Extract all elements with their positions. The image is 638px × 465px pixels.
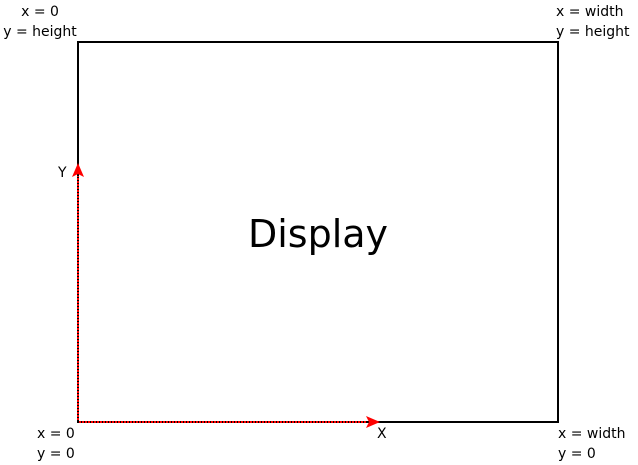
x-axis-arrowhead-icon xyxy=(366,416,380,428)
bottom-right-x-text: x = width xyxy=(558,426,626,442)
y-axis-label: Y xyxy=(58,165,67,181)
x-axis-arrow xyxy=(79,416,380,428)
top-right-y-text: y = height xyxy=(556,24,630,40)
display-label: Display xyxy=(247,212,389,256)
bottom-right-corner-label: x = width y = 0 xyxy=(558,424,626,464)
y-axis-arrowhead-icon xyxy=(72,163,84,177)
y-axis-arrow xyxy=(72,163,84,420)
top-left-corner-label: x = 0 y = height xyxy=(0,2,80,42)
bottom-right-y-text: y = 0 xyxy=(558,446,596,462)
top-left-x-text: x = 0 xyxy=(21,4,59,20)
bottom-left-x-text: x = 0 xyxy=(37,426,75,442)
top-left-y-text: y = height xyxy=(3,24,77,40)
bottom-left-y-text: y = 0 xyxy=(37,446,75,462)
top-right-x-text: x = width xyxy=(556,4,624,20)
top-right-corner-label: x = width y = height xyxy=(556,2,638,42)
bottom-left-corner-label: x = 0 y = 0 xyxy=(37,424,75,464)
x-axis-label: X xyxy=(377,426,387,442)
